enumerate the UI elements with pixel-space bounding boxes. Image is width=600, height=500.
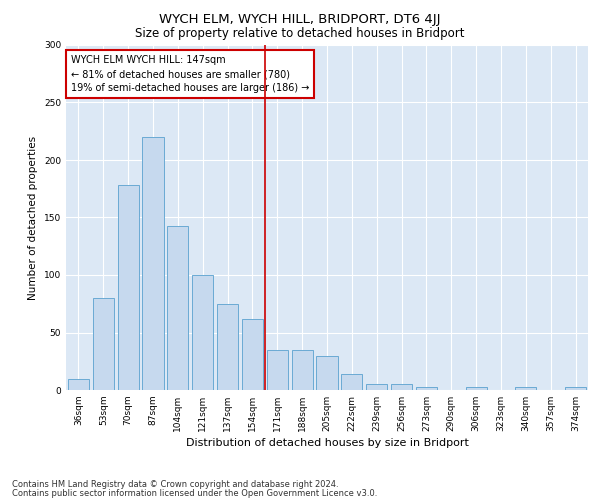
Bar <box>118 186 139 390</box>
Bar <box>391 384 412 390</box>
Bar <box>466 386 487 390</box>
Text: Contains HM Land Registry data © Crown copyright and database right 2024.: Contains HM Land Registry data © Crown c… <box>12 480 338 489</box>
Text: Size of property relative to detached houses in Bridport: Size of property relative to detached ho… <box>135 28 465 40</box>
Bar <box>341 374 362 390</box>
Bar <box>565 386 586 390</box>
Bar <box>316 356 338 390</box>
Bar <box>68 378 89 390</box>
Text: WYCH ELM WYCH HILL: 147sqm
← 81% of detached houses are smaller (780)
19% of sem: WYCH ELM WYCH HILL: 147sqm ← 81% of deta… <box>71 56 310 94</box>
Bar <box>93 298 114 390</box>
Bar <box>416 386 437 390</box>
Text: WYCH ELM, WYCH HILL, BRIDPORT, DT6 4JJ: WYCH ELM, WYCH HILL, BRIDPORT, DT6 4JJ <box>159 12 441 26</box>
Bar <box>192 275 213 390</box>
Text: Contains public sector information licensed under the Open Government Licence v3: Contains public sector information licen… <box>12 488 377 498</box>
Y-axis label: Number of detached properties: Number of detached properties <box>28 136 38 300</box>
Bar <box>267 350 288 390</box>
X-axis label: Distribution of detached houses by size in Bridport: Distribution of detached houses by size … <box>185 438 469 448</box>
Bar <box>167 226 188 390</box>
Bar <box>217 304 238 390</box>
Bar <box>366 384 387 390</box>
Bar <box>515 386 536 390</box>
Bar <box>292 350 313 390</box>
Bar <box>142 137 164 390</box>
Bar <box>242 318 263 390</box>
